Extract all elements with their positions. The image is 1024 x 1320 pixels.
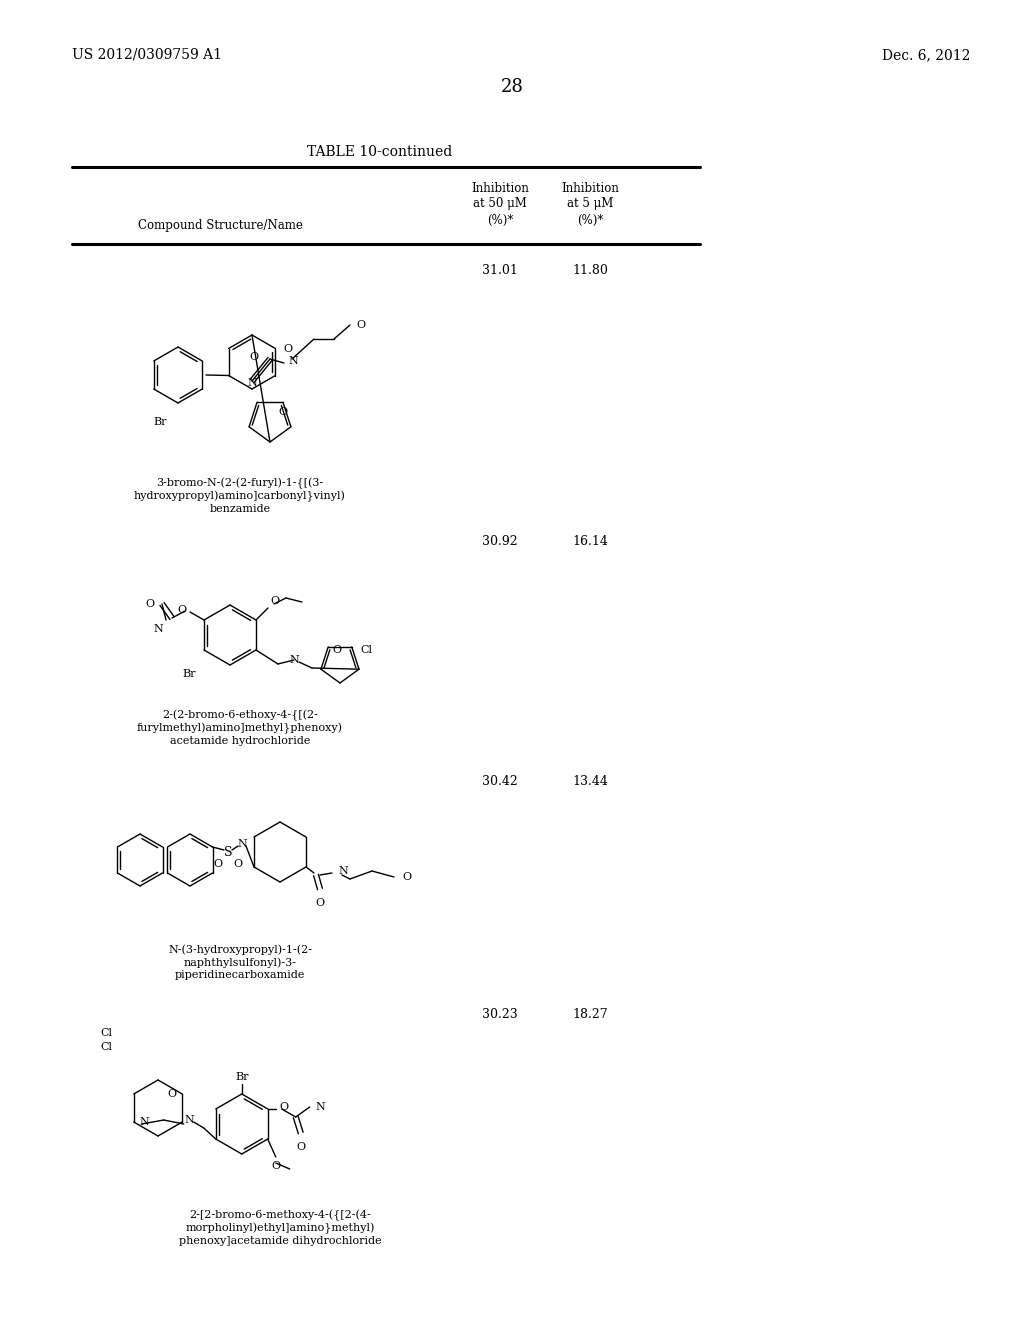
Text: Br: Br — [182, 669, 196, 678]
Text: N: N — [315, 1102, 326, 1111]
Text: O: O — [177, 605, 186, 615]
Text: O: O — [284, 343, 293, 354]
Text: 16.14: 16.14 — [572, 535, 608, 548]
Text: (%)*: (%)* — [577, 214, 603, 227]
Text: Cl: Cl — [100, 1041, 112, 1052]
Text: morpholinyl)ethyl]amino}methyl): morpholinyl)ethyl]amino}methyl) — [185, 1224, 375, 1234]
Text: 28: 28 — [501, 78, 523, 96]
Text: O: O — [270, 597, 280, 606]
Text: 13.44: 13.44 — [572, 775, 608, 788]
Text: O: O — [167, 1089, 176, 1100]
Text: 30.42: 30.42 — [482, 775, 518, 788]
Text: Compound Structure/Name: Compound Structure/Name — [137, 219, 302, 231]
Text: 18.27: 18.27 — [572, 1008, 608, 1020]
Text: O: O — [356, 319, 366, 330]
Text: 31.01: 31.01 — [482, 264, 518, 277]
Text: hydroxypropyl)amino]carbonyl}vinyl): hydroxypropyl)amino]carbonyl}vinyl) — [134, 491, 346, 503]
Text: N: N — [185, 1115, 195, 1125]
Text: 30.92: 30.92 — [482, 535, 518, 548]
Text: 3-bromo-N-(2-(2-furyl)-1-{[(3-: 3-bromo-N-(2-(2-furyl)-1-{[(3- — [157, 478, 324, 490]
Text: Br: Br — [234, 1072, 249, 1082]
Text: Dec. 6, 2012: Dec. 6, 2012 — [882, 48, 970, 62]
Text: 30.23: 30.23 — [482, 1008, 518, 1020]
Text: N: N — [288, 356, 298, 366]
Text: TABLE 10-continued: TABLE 10-continued — [307, 145, 453, 158]
Text: O: O — [213, 859, 222, 869]
Text: O: O — [315, 898, 325, 908]
Text: Inhibition: Inhibition — [471, 181, 529, 194]
Text: O: O — [402, 873, 411, 882]
Text: S: S — [224, 846, 232, 858]
Text: Inhibition: Inhibition — [561, 181, 618, 194]
Text: O: O — [233, 859, 243, 869]
Text: naphthylsulfonyl)-3-: naphthylsulfonyl)-3- — [183, 957, 297, 968]
Text: at 50 μM: at 50 μM — [473, 198, 527, 210]
Text: phenoxy]acetamide dihydrochloride: phenoxy]acetamide dihydrochloride — [178, 1236, 381, 1246]
Text: N: N — [338, 866, 348, 876]
Text: 11.80: 11.80 — [572, 264, 608, 277]
Text: Cl: Cl — [360, 644, 373, 655]
Text: 2-[2-bromo-6-methoxy-4-({[2-(4-: 2-[2-bromo-6-methoxy-4-({[2-(4- — [189, 1210, 371, 1221]
Text: O: O — [279, 407, 288, 417]
Text: N: N — [238, 840, 247, 849]
Text: (%)*: (%)* — [486, 214, 513, 227]
Text: piperidinecarboxamide: piperidinecarboxamide — [175, 970, 305, 979]
Text: O: O — [144, 599, 154, 609]
Text: Cl: Cl — [100, 1028, 112, 1038]
Text: N: N — [247, 378, 257, 388]
Text: acetamide hydrochloride: acetamide hydrochloride — [170, 737, 310, 746]
Text: O: O — [249, 352, 258, 362]
Text: benzamide: benzamide — [210, 504, 270, 513]
Text: Br: Br — [154, 417, 167, 426]
Text: N: N — [154, 624, 163, 634]
Text: O: O — [280, 1102, 289, 1111]
Text: O: O — [271, 1162, 281, 1171]
Text: 2-(2-bromo-6-ethoxy-4-{[(2-: 2-(2-bromo-6-ethoxy-4-{[(2- — [162, 710, 317, 721]
Text: N-(3-hydroxypropyl)-1-(2-: N-(3-hydroxypropyl)-1-(2- — [168, 944, 312, 954]
Text: N: N — [289, 655, 299, 665]
Text: O: O — [332, 644, 341, 655]
Text: N: N — [139, 1117, 150, 1127]
Text: at 5 μM: at 5 μM — [567, 198, 613, 210]
Text: O: O — [296, 1142, 305, 1152]
Text: furylmethyl)amino]methyl}phenoxy): furylmethyl)amino]methyl}phenoxy) — [137, 723, 343, 734]
Text: US 2012/0309759 A1: US 2012/0309759 A1 — [72, 48, 222, 62]
